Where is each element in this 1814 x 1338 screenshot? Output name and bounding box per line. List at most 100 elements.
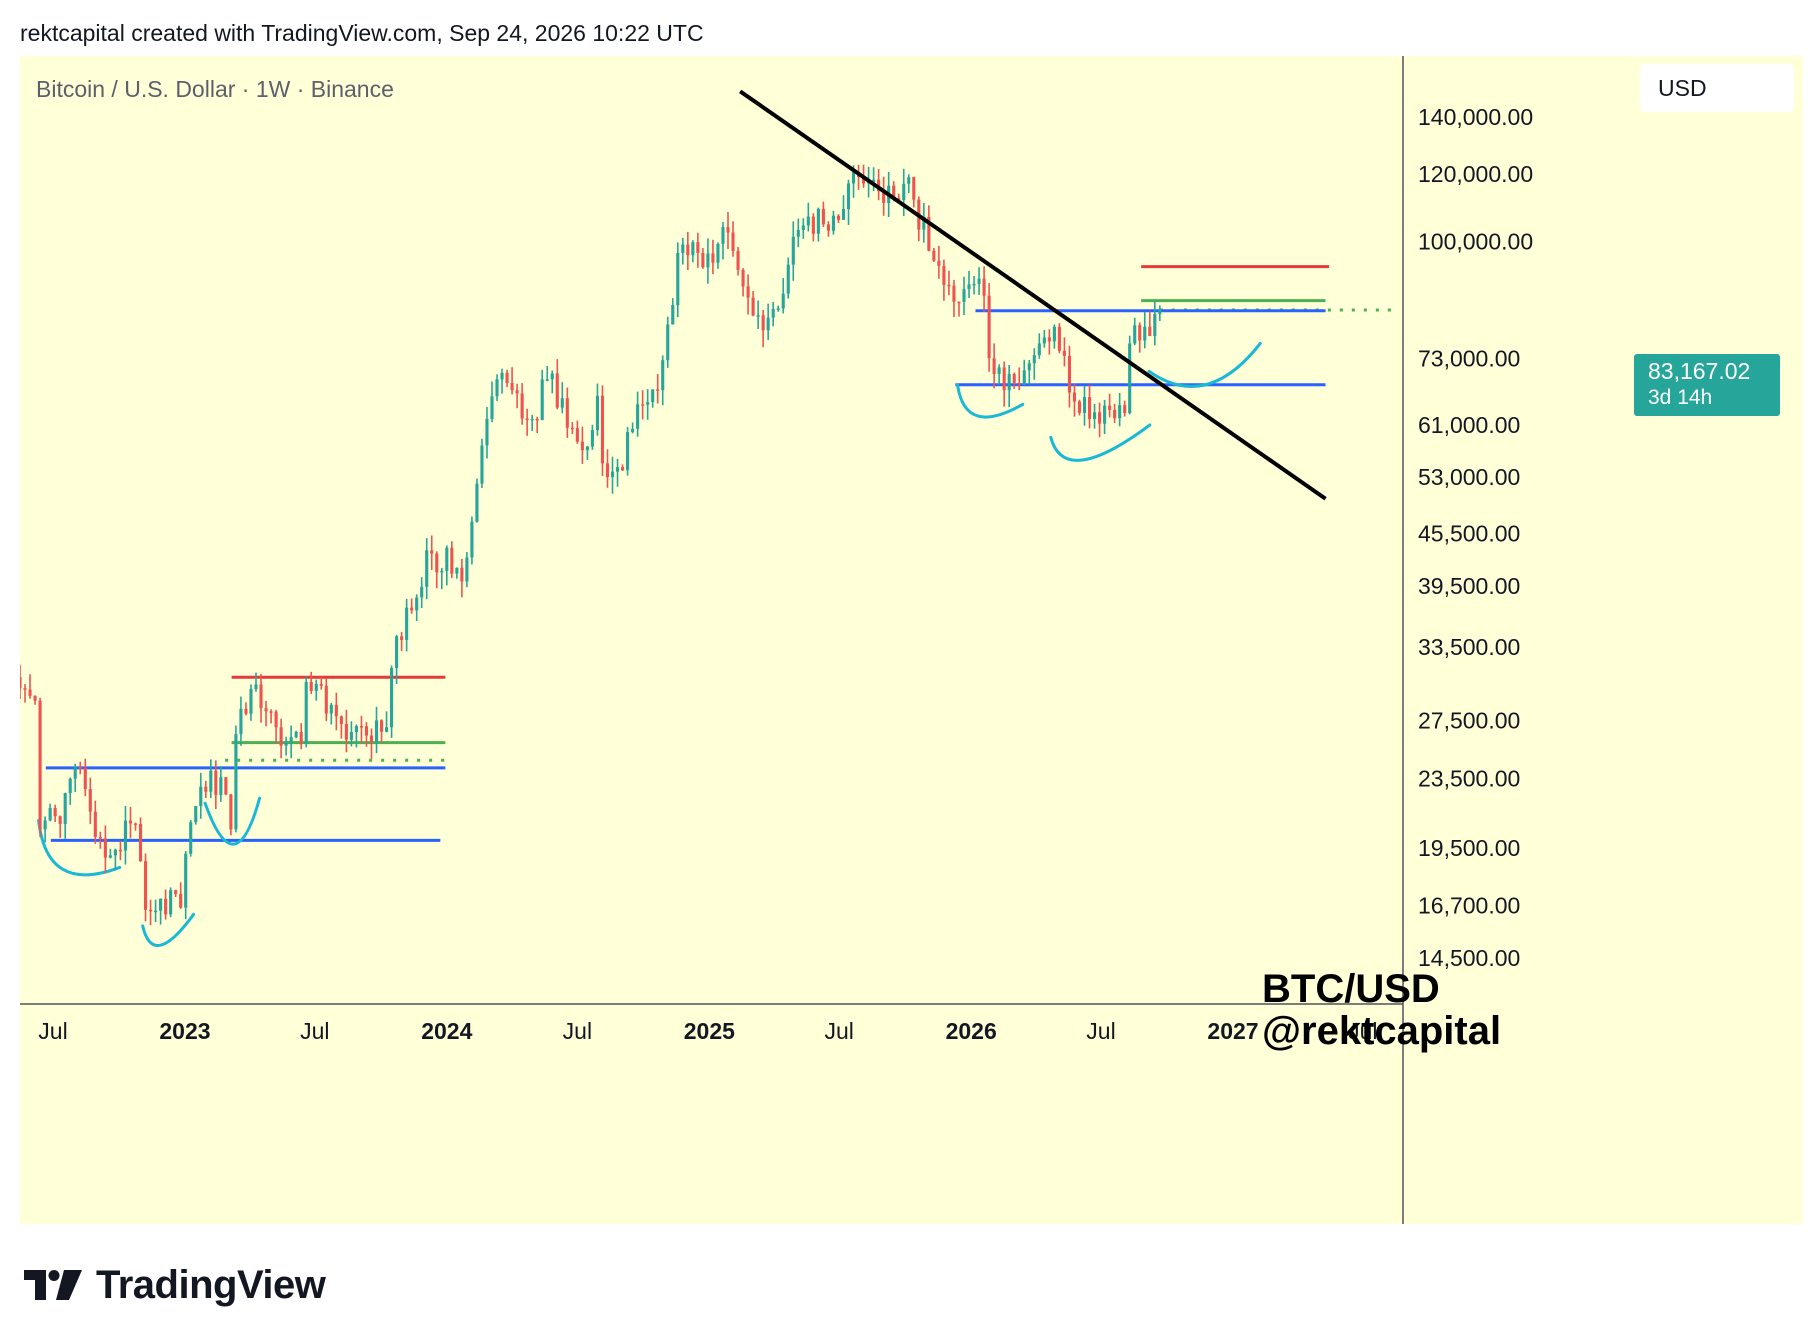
candle bbox=[204, 780, 208, 799]
candle bbox=[731, 221, 735, 257]
candle bbox=[1032, 348, 1036, 380]
time-tick-label: Jul bbox=[1348, 1018, 1377, 1044]
candle bbox=[164, 889, 168, 920]
candle bbox=[771, 301, 775, 327]
candle-body bbox=[93, 811, 97, 837]
candle-body bbox=[1082, 397, 1087, 413]
candle bbox=[214, 760, 218, 810]
candle-body bbox=[836, 215, 841, 220]
candle bbox=[48, 803, 52, 822]
candle bbox=[28, 674, 32, 699]
price-tick-label: 73,000.00 bbox=[1418, 345, 1520, 371]
candle bbox=[33, 695, 37, 705]
candle-body bbox=[907, 177, 911, 184]
candle bbox=[425, 538, 429, 600]
candle bbox=[736, 246, 740, 276]
candle-body bbox=[229, 794, 233, 830]
candle-body bbox=[28, 689, 32, 696]
price-tick-label: 27,500.00 bbox=[1418, 707, 1520, 733]
candle-body bbox=[776, 308, 780, 311]
candle bbox=[972, 275, 976, 295]
candle-body bbox=[716, 243, 720, 263]
candle-body bbox=[430, 550, 434, 554]
chart-pane[interactable]: 140,000.00 120,000.00 100,000.00 73,000.00 6… bbox=[20, 56, 1803, 1224]
price-chart[interactable]: 140,000.00 120,000.00 100,000.00 73,000.00 6… bbox=[20, 56, 1803, 1224]
candle-body bbox=[133, 823, 138, 825]
descending-trendline bbox=[739, 89, 1327, 501]
candle bbox=[174, 889, 178, 898]
time-tick-label: Jul bbox=[38, 1018, 67, 1044]
candle bbox=[610, 456, 615, 494]
candle bbox=[1062, 337, 1066, 367]
candle-body bbox=[565, 398, 569, 428]
candle-body bbox=[1092, 412, 1097, 419]
candle bbox=[1113, 404, 1117, 424]
candle bbox=[846, 179, 851, 225]
candle-body bbox=[641, 404, 645, 406]
candle-body bbox=[721, 227, 725, 244]
candle-body bbox=[138, 823, 143, 862]
watermark-author: @rektcapital bbox=[1262, 1009, 1502, 1053]
candle-body bbox=[631, 428, 635, 433]
price-tick-label: 53,000.00 bbox=[1418, 464, 1520, 490]
tradingview-footer[interactable]: TradingView bbox=[24, 1262, 326, 1308]
candle-body bbox=[1118, 405, 1122, 419]
candle bbox=[73, 763, 77, 792]
candle-body bbox=[545, 379, 549, 381]
candle bbox=[435, 551, 439, 589]
candle-body bbox=[334, 704, 338, 717]
candle-body bbox=[369, 735, 374, 743]
candle-body bbox=[821, 208, 825, 225]
price-tick-label: 33,500.00 bbox=[1418, 634, 1520, 660]
candle bbox=[63, 792, 67, 839]
candle bbox=[395, 634, 399, 684]
currency-selector[interactable]: USD bbox=[1640, 64, 1794, 112]
candle bbox=[1047, 329, 1051, 355]
candlestick-series bbox=[20, 164, 1162, 926]
candle-body bbox=[540, 379, 544, 421]
candle-body bbox=[254, 684, 258, 690]
candle-body bbox=[98, 836, 102, 839]
candle-body bbox=[445, 547, 449, 571]
candle-body bbox=[1062, 350, 1066, 356]
candle-body bbox=[1047, 337, 1051, 342]
candle-body bbox=[746, 286, 750, 298]
candle bbox=[716, 242, 720, 269]
candle-body bbox=[957, 301, 961, 304]
time-tick-label: Jul bbox=[300, 1018, 329, 1044]
candle-body bbox=[590, 430, 594, 447]
candle bbox=[706, 238, 710, 284]
candle bbox=[440, 567, 444, 590]
candle bbox=[751, 291, 755, 317]
candle-body bbox=[620, 467, 625, 471]
candle-body bbox=[274, 711, 278, 728]
candle bbox=[1082, 385, 1087, 426]
candle bbox=[977, 267, 981, 295]
curve-2026-left bbox=[956, 383, 1025, 419]
candle-body bbox=[1143, 326, 1147, 341]
candle-body bbox=[726, 227, 730, 233]
candle-body bbox=[555, 373, 559, 408]
candle-body bbox=[656, 389, 660, 391]
trendline-layer bbox=[739, 89, 1327, 501]
candle bbox=[811, 213, 815, 242]
candle bbox=[691, 240, 695, 263]
candle bbox=[651, 389, 655, 408]
candle bbox=[982, 266, 986, 312]
candle bbox=[515, 383, 519, 409]
candle bbox=[726, 211, 730, 249]
candle-body bbox=[204, 786, 208, 792]
candle bbox=[967, 270, 971, 299]
candle bbox=[1037, 333, 1041, 359]
candle bbox=[907, 174, 911, 193]
candle-body bbox=[179, 893, 183, 908]
candle-body bbox=[701, 252, 705, 268]
candle-body bbox=[294, 731, 298, 738]
candle-body bbox=[470, 521, 474, 558]
candle bbox=[631, 422, 635, 434]
candle-body bbox=[425, 550, 429, 587]
candle bbox=[465, 552, 469, 588]
candle-body bbox=[841, 209, 846, 220]
candle bbox=[369, 728, 374, 759]
candle-body bbox=[801, 225, 805, 230]
